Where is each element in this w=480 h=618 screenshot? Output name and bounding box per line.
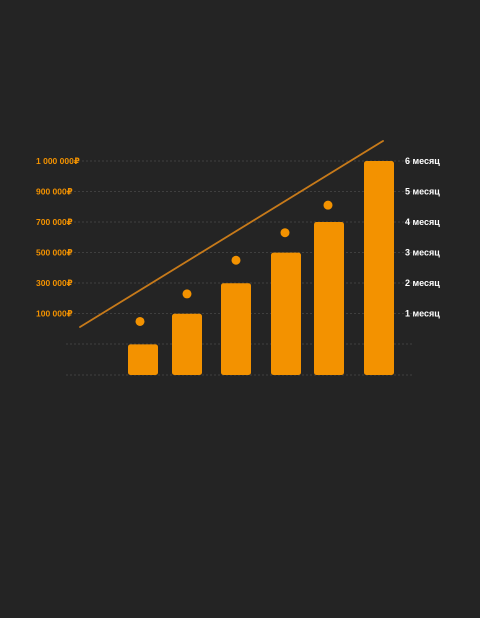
left-tick-label: 100 000₽ bbox=[36, 309, 73, 319]
trend-point-2 bbox=[183, 289, 192, 298]
bar-1 bbox=[128, 344, 158, 375]
right-tick-label: 1 месяц bbox=[405, 309, 440, 319]
right-tick-label: 6 месяц bbox=[405, 156, 440, 166]
bar-6 bbox=[364, 161, 394, 375]
bars bbox=[128, 161, 394, 375]
bar-4 bbox=[271, 253, 301, 375]
bar-2 bbox=[172, 314, 202, 375]
left-tick-label: 900 000₽ bbox=[36, 187, 73, 197]
trend-point-6 bbox=[375, 169, 384, 178]
left-tick-label: 500 000₽ bbox=[36, 248, 73, 258]
right-tick-label: 4 месяц bbox=[405, 217, 440, 227]
left-axis-labels: 1 000 000₽ 900 000₽ 700 000₽ 500 000₽ 300 00… bbox=[36, 156, 80, 319]
trend-point-5 bbox=[324, 201, 333, 210]
right-axis-labels: 6 месяц 5 месяц 4 месяц 3 месяц 2 месяц 1 мес… bbox=[405, 156, 440, 319]
trend-point-4 bbox=[281, 228, 290, 237]
bar-5 bbox=[314, 222, 344, 375]
left-tick-label: 700 000₽ bbox=[36, 217, 73, 227]
left-tick-label: 300 000₽ bbox=[36, 278, 73, 288]
trend-point-3 bbox=[232, 256, 241, 265]
trend-point-1 bbox=[136, 317, 145, 326]
right-tick-label: 2 месяц bbox=[405, 278, 440, 288]
bar-3 bbox=[221, 283, 251, 375]
left-tick-label: 1 000 000₽ bbox=[36, 156, 80, 166]
right-tick-label: 5 месяц bbox=[405, 187, 440, 197]
right-tick-label: 3 месяц bbox=[405, 248, 440, 258]
